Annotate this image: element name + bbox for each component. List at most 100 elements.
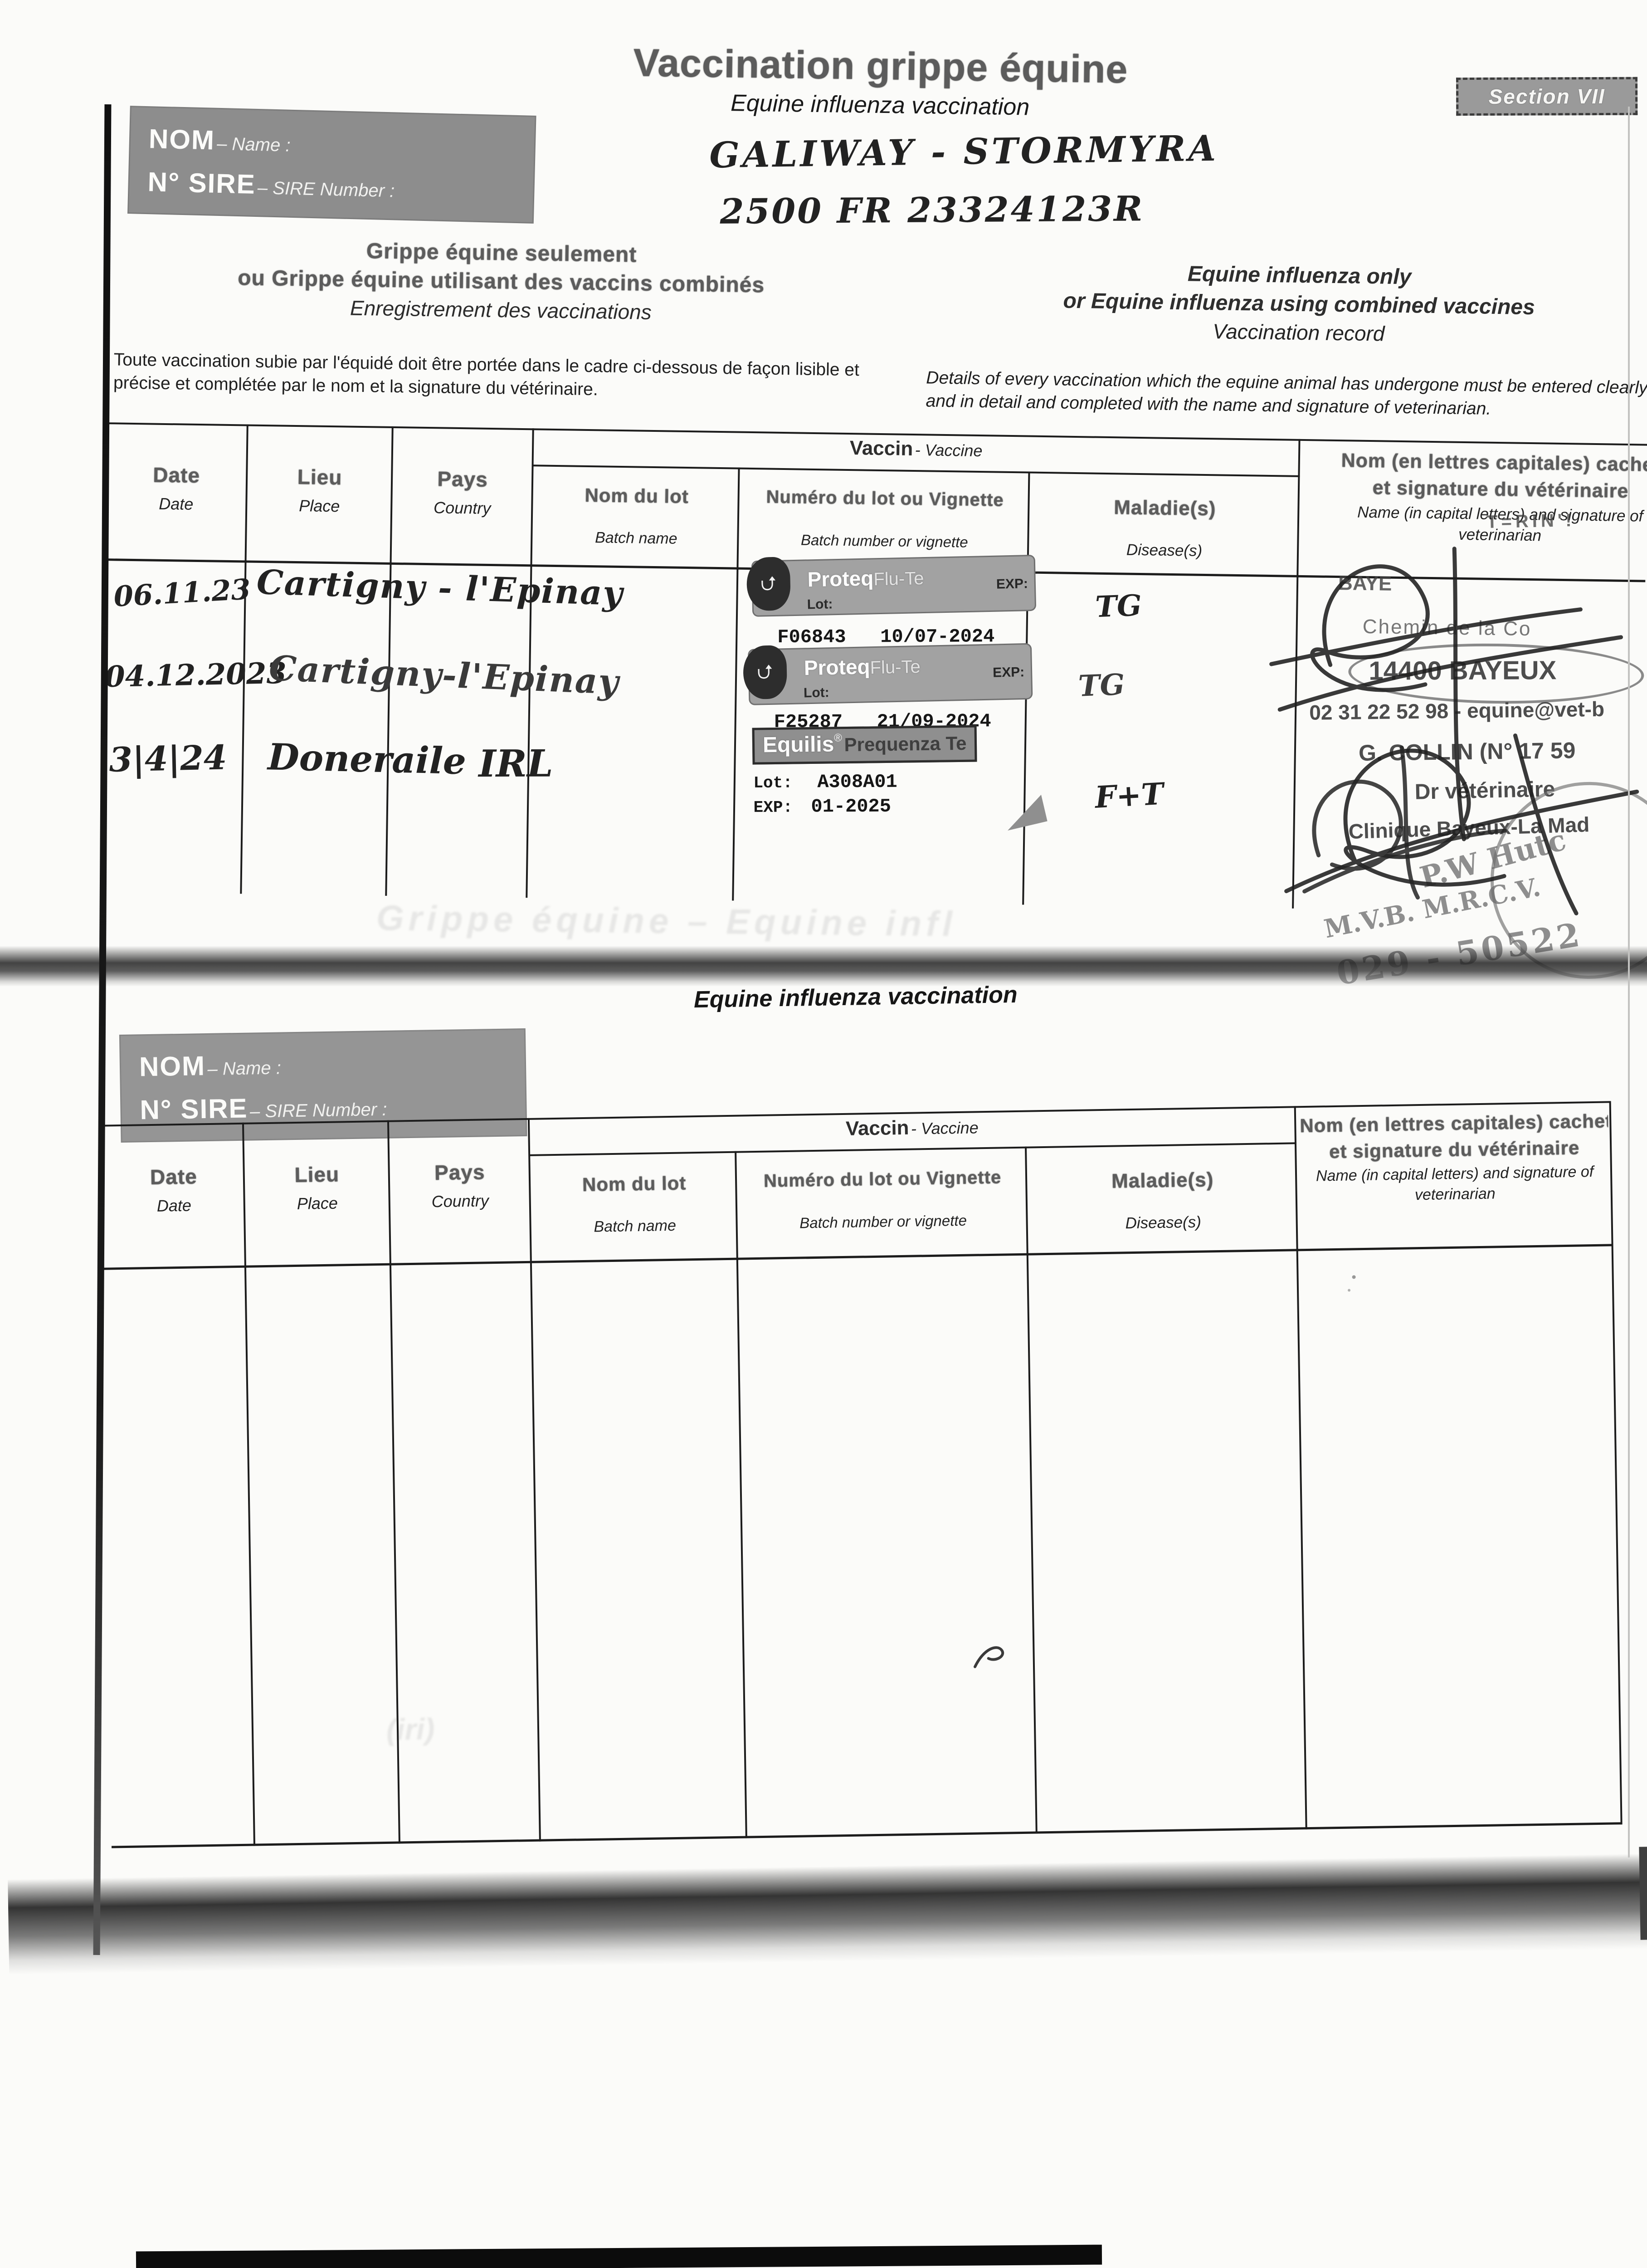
row1-disease: TG — [1094, 588, 1143, 625]
page-title-fr: Vaccination grippe équine — [633, 41, 1128, 92]
col-header-pays: Pays Country — [395, 466, 530, 518]
col-lot-en: Batch name — [594, 529, 677, 547]
row3-lot-exp-block: Lot: A308A01 EXP: 01-2025 — [753, 771, 897, 818]
page2-title: Equine influenza vaccination — [693, 981, 1018, 1013]
page-corner-block — [1639, 1847, 1647, 1940]
col-sig-fr1: Nom (en lettres capitales) cachet — [1341, 450, 1647, 476]
sire-sublabel: – SIRE Number : — [249, 1099, 387, 1122]
equilis-product: Prequenza Te — [844, 732, 967, 756]
page-fold-shadow — [0, 946, 1647, 987]
page-bottom-shadow — [8, 1853, 1647, 1975]
nom-sublabel: – Name : — [207, 1058, 282, 1079]
sticker-brand-main: Proteq — [804, 655, 871, 680]
vaccin-fr: Vaccin — [845, 1116, 909, 1140]
lot-label: Lot: — [753, 773, 793, 792]
table2-col-line — [735, 1151, 747, 1838]
nom-sublabel: – Name : — [216, 133, 291, 156]
sticker-lot-label: Lot: — [803, 685, 830, 701]
nom-row: NOM – Name : — [148, 123, 516, 163]
vaccin-fr: Vaccin — [849, 437, 913, 460]
col-header-date: Date Date — [108, 462, 245, 514]
col-sig-en2: veterinarian — [1414, 1185, 1496, 1204]
subtitle-en-line3: Vaccination record — [1212, 319, 1385, 346]
exp-label: EXP: — [753, 798, 793, 817]
sticker-brand: ProteqFlu-Te — [807, 565, 924, 591]
col-pays-fr: Pays — [434, 1160, 485, 1185]
col-lot-fr: Nom du lot — [585, 484, 689, 508]
col-num-fr: Numéro du lot ou Vignette — [766, 487, 1004, 510]
col-lot-fr: Nom du lot — [582, 1172, 687, 1196]
sire-row: N° SIRE – SIRE Number : — [147, 166, 515, 206]
table2-header-bottom-border — [102, 1244, 1613, 1270]
vaccin-en: - Vaccine — [915, 440, 983, 460]
table2-bottom-border — [111, 1822, 1622, 1848]
row3-disease: F+T — [1094, 776, 1165, 815]
col-sig-fr2: et signature du vétérinaire — [1372, 477, 1629, 503]
col-lieu-fr: Lieu — [297, 465, 342, 489]
col-pays-en: Country — [433, 498, 491, 518]
nom-label: NOM — [148, 123, 215, 156]
page-title-en: Equine influenza vaccination — [730, 90, 1030, 121]
subtitle-french: Grippe équine seulement ou Grippe équine… — [111, 235, 892, 327]
col-header-batch-number: Numéro du lot ou Vignette Batch number o… — [741, 487, 1028, 552]
scan-speck — [1348, 1289, 1351, 1292]
stray-pen-mark — [974, 1646, 1004, 1668]
sticker-horse-icon: ⮍ — [742, 645, 788, 700]
row2-disease: TG — [1077, 667, 1126, 704]
row3-batch-number: A308A01 — [817, 771, 897, 793]
sticker-brand: ProteqFlu-Te — [804, 653, 921, 680]
subtitle-english: Equine influenza only or Equine influenz… — [954, 258, 1644, 349]
col-header-disease: Maladie(s) Disease(s) — [1030, 1167, 1296, 1234]
col-header-lieu: Lieu Place — [250, 464, 390, 517]
sticker-brand-main: Proteq — [807, 566, 874, 591]
col-header-pays: Pays Country — [392, 1159, 527, 1212]
signature-scribble-2 — [1302, 745, 1507, 900]
col-sig-fr1: Nom (en lettres capitales) cachet — [1299, 1110, 1610, 1137]
sticker-brand-sub: Flu-Te — [873, 568, 924, 590]
col-lieu-fr: Lieu — [294, 1162, 340, 1187]
col-header-lieu: Lieu Place — [247, 1161, 387, 1214]
table2-col-line — [242, 1122, 256, 1846]
handwritten-horse-name: GALIWAY - STORMYRA — [709, 127, 1219, 176]
col-num-en: Batch number or vignette — [800, 531, 968, 551]
table1-vaccine-span-border — [532, 464, 1300, 477]
col-header-disease: Maladie(s) Disease(s) — [1032, 495, 1298, 562]
table2-right-border — [1609, 1101, 1623, 1825]
right-page-edge — [1628, 107, 1630, 1857]
col-date-en: Date — [159, 494, 194, 513]
registered-mark-icon: ® — [834, 732, 843, 744]
row1-batch-number: F06843 — [777, 626, 846, 649]
subtitle-en-line2: or Equine influenza using combined vacci… — [1063, 288, 1535, 320]
col-num-fr: Numéro du lot ou Vignette — [763, 1167, 1002, 1191]
vaccine-sticker-equilis: Equilis® Prequenza Te — [752, 725, 977, 765]
row1-expiry: 10/07-2024 — [880, 626, 995, 648]
instruction-english: Details of every vaccination which the e… — [926, 368, 1647, 419]
subtitle-en-line1: Equine influenza only — [1187, 262, 1412, 289]
col-header-batch-name: Nom du lot Batch name — [535, 484, 738, 548]
page-1: Vaccination grippe équine Equine influen… — [0, 0, 1647, 992]
col-header-batch-number: Numéro du lot ou Vignette Batch number o… — [740, 1167, 1026, 1233]
bottom-scan-bar — [136, 2244, 1102, 2268]
col-date-fr: Date — [150, 1164, 198, 1189]
row1-place: Cartigny - l'Epinay — [256, 562, 624, 614]
nom-row: NOM – Name : — [139, 1046, 507, 1083]
col-maladie-en: Disease(s) — [1125, 1213, 1202, 1232]
sire-label: N° SIRE — [139, 1093, 249, 1125]
equilis-brand: Equilis — [762, 732, 834, 758]
col-date-fr: Date — [152, 463, 200, 488]
sticker-exp-label: EXP: — [992, 665, 1025, 680]
gray-paper-flap — [1001, 795, 1048, 831]
vaccin-en: - Vaccine — [911, 1118, 979, 1138]
col-sig-fr2: et signature du vétérinaire — [1329, 1137, 1580, 1163]
col-sig-en1: Name (in capital letters) and signature … — [1316, 1163, 1594, 1185]
sire-label: N° SIRE — [147, 166, 256, 200]
col-maladie-fr: Maladie(s) — [1111, 1168, 1214, 1193]
table2-col-line — [1025, 1146, 1038, 1834]
fold-ghost-text: Grippe équine – Equine infl — [376, 898, 957, 944]
col-lieu-en: Place — [298, 496, 340, 516]
sticker-exp-label: EXP: — [996, 576, 1028, 592]
show-through-watermark: (iri) — [386, 1712, 435, 1746]
row3-place: Doneraile — [267, 735, 467, 783]
col-pays-en: Country — [431, 1191, 489, 1211]
